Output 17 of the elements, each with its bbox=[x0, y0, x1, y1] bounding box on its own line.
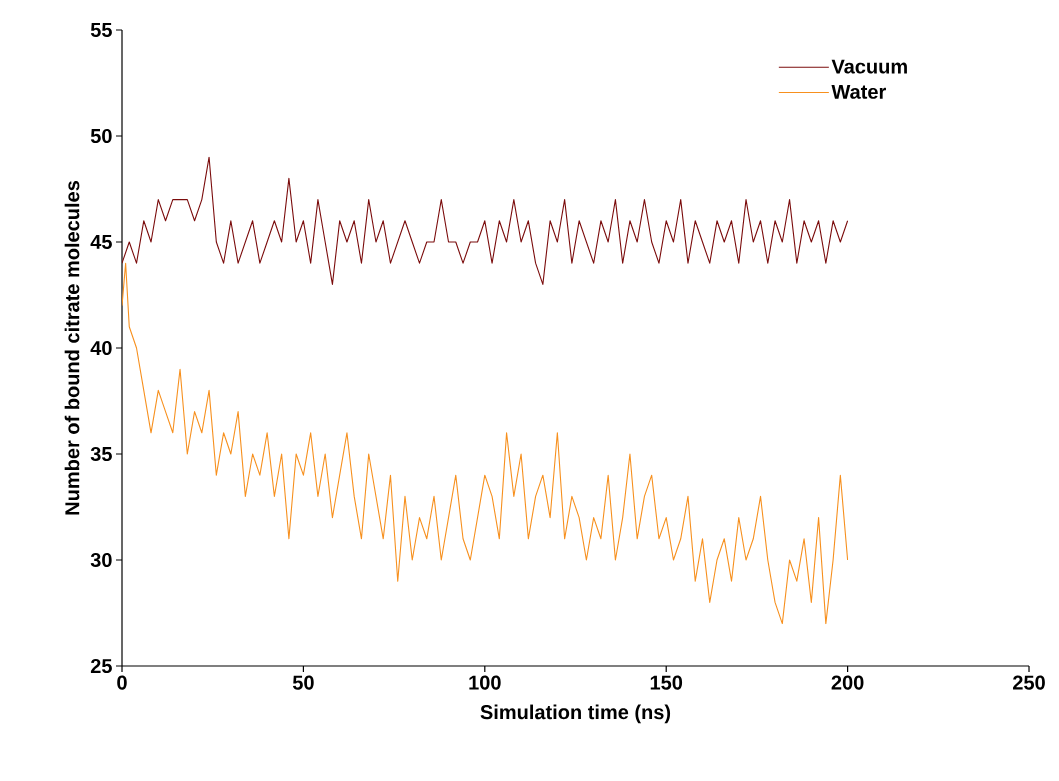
x-tick-label: 0 bbox=[117, 675, 127, 690]
y-tick-label: 55 bbox=[90, 23, 112, 37]
legend-label: Water bbox=[831, 84, 886, 99]
x-tick-label: 100 bbox=[469, 675, 501, 690]
x-axis-title: Simulation time (ns) bbox=[480, 704, 671, 724]
legend-label: Vacuum bbox=[831, 59, 907, 74]
y-axis-title: Number of bound citrate molecules bbox=[64, 181, 80, 515]
x-tick-label: 250 bbox=[1013, 675, 1045, 690]
y-tick-label: 45 bbox=[90, 235, 112, 249]
y-tick-label: 35 bbox=[90, 446, 112, 462]
y-tick-label: 50 bbox=[90, 128, 112, 144]
x-tick-label: 50 bbox=[292, 675, 314, 690]
y-tick-label: 40 bbox=[90, 340, 112, 356]
x-tick-label: 150 bbox=[650, 675, 683, 690]
x-tick-label: 200 bbox=[831, 675, 864, 690]
y-tick-label: 30 bbox=[90, 552, 112, 568]
y-tick-label: 25 bbox=[90, 658, 112, 674]
